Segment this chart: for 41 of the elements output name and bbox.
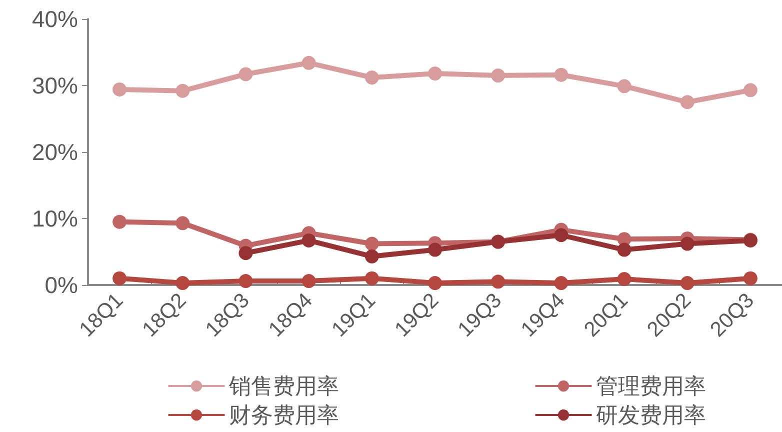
point [302,233,316,248]
point [176,84,190,98]
y-tick-label: 30% [32,72,78,98]
point [112,214,127,229]
point [364,236,379,251]
point [617,272,632,286]
point [428,66,442,81]
point [238,67,253,82]
point [680,236,694,251]
point [554,68,568,82]
y-tick-label: 10% [32,206,78,232]
point [302,274,316,288]
point [302,56,316,70]
point [112,271,127,286]
point [428,276,442,290]
legend-label: 研发费用率 [596,402,706,428]
point [176,216,190,230]
point [176,276,190,290]
y-tick-label: 20% [32,139,78,165]
point [428,242,442,257]
point [491,274,506,289]
legend-label: 销售费用率 [228,374,339,398]
point [680,276,694,290]
point [743,83,758,98]
point [554,228,568,242]
point [743,271,758,286]
point [554,276,568,290]
point [617,242,632,257]
point [364,271,379,286]
y-tick-label: 40% [32,6,78,32]
legend-label: 管理费用率 [596,374,706,398]
y-tick-label: 0% [44,272,78,298]
point [491,68,506,83]
point [364,70,379,85]
point [238,274,253,288]
point [364,249,379,264]
legend-label: 财务费用率 [229,402,339,428]
point [238,246,253,260]
point [112,82,127,96]
point [617,79,632,94]
point [680,95,694,110]
